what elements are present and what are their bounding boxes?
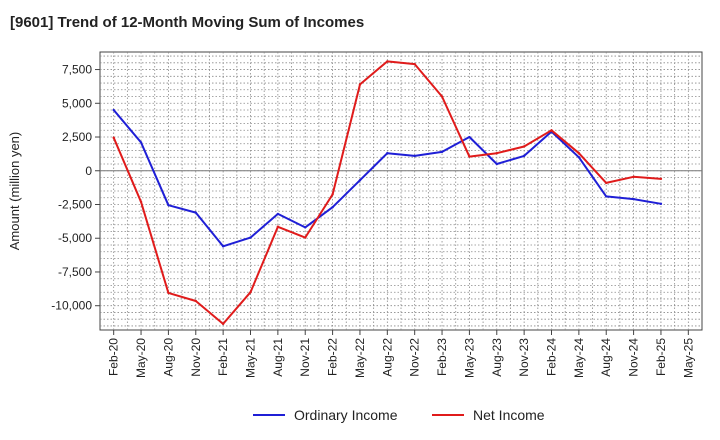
data-point (468, 135, 471, 139)
y-axis-title: Amount (million yen) (7, 132, 22, 251)
data-point (659, 177, 663, 181)
x-tick-label: May-20 (134, 338, 148, 378)
data-point (304, 226, 307, 229)
data-point (112, 108, 115, 112)
x-tick-label: May-24 (572, 338, 586, 378)
series-lines (112, 60, 663, 326)
x-tick-label: Nov-20 (189, 338, 203, 377)
data-point (331, 193, 334, 196)
x-tick-label: Aug-23 (490, 338, 504, 377)
data-point (112, 136, 115, 139)
data-point (468, 155, 471, 158)
y-tick-label: 2,500 (62, 130, 92, 144)
y-tick-label: -2,500 (58, 197, 92, 211)
x-tick-label: Nov-24 (627, 338, 641, 377)
x-tick-label: May-23 (462, 338, 476, 378)
data-point (632, 197, 635, 201)
y-tick-label: -10,000 (51, 299, 92, 313)
data-point (495, 162, 498, 166)
data-point (440, 150, 444, 154)
x-tick-label: May-22 (353, 338, 367, 378)
x-tick-label: Feb-20 (107, 338, 121, 376)
x-tick-label: Feb-23 (435, 338, 449, 376)
data-point (194, 211, 197, 214)
data-point (221, 245, 225, 248)
data-point (249, 236, 252, 239)
data-point (605, 181, 608, 185)
data-point (167, 203, 170, 207)
grid (99, 51, 703, 331)
data-point (605, 195, 608, 198)
y-tick-label: -5,000 (58, 231, 92, 245)
data-point (221, 322, 225, 326)
y-tick-label: 0 (85, 164, 92, 178)
data-point (194, 299, 197, 303)
legend: Ordinary Income Net Income (253, 407, 545, 423)
x-tick-label: Feb-22 (326, 338, 340, 376)
x-tick-label: May-21 (244, 338, 258, 378)
data-point (577, 152, 581, 155)
legend-label-ordinary-income: Ordinary Income (294, 407, 398, 423)
data-point (440, 95, 444, 98)
y-tick-label: 7,500 (62, 63, 92, 77)
data-point (495, 152, 498, 155)
data-point (522, 154, 526, 158)
data-point (139, 200, 143, 203)
data-point (522, 145, 526, 148)
data-point (413, 154, 416, 158)
data-point (304, 236, 307, 239)
chart-title: [9601] Trend of 12-Month Moving Sum of I… (10, 14, 365, 31)
y-tick-label: 5,000 (62, 96, 92, 110)
data-point (331, 205, 334, 209)
x-tick-label: Aug-22 (380, 338, 394, 377)
data-point (386, 60, 389, 63)
x-tick-label: Aug-20 (161, 338, 175, 377)
data-point (139, 141, 143, 144)
data-point (276, 212, 280, 216)
x-tick-label: Aug-24 (599, 338, 613, 377)
data-point (167, 291, 170, 295)
data-point (358, 83, 362, 86)
y-tick-label: -7,500 (58, 265, 92, 279)
data-point (413, 62, 416, 66)
x-tick-label: Feb-21 (216, 338, 230, 376)
x-tick-label: Nov-23 (517, 338, 531, 377)
x-tick-label: Feb-25 (654, 338, 668, 376)
x-tick-label: Nov-21 (298, 338, 312, 377)
data-point (577, 156, 581, 159)
data-point (632, 175, 635, 179)
x-tick-label: May-25 (681, 338, 695, 378)
x-tick-label: Feb-24 (545, 338, 559, 376)
data-point (386, 152, 389, 155)
data-point (358, 179, 362, 182)
x-tick-label: Aug-21 (271, 338, 285, 377)
x-tick-label: Nov-22 (408, 338, 422, 377)
axes: 7,500 5,000 2,500 0 -2,500 -5,000 -7,500 -10,00… (7, 63, 695, 378)
data-point (659, 202, 663, 206)
data-point (550, 129, 553, 132)
data-point (276, 225, 280, 228)
data-point (249, 291, 252, 294)
legend-label-net-income: Net Income (473, 407, 545, 423)
